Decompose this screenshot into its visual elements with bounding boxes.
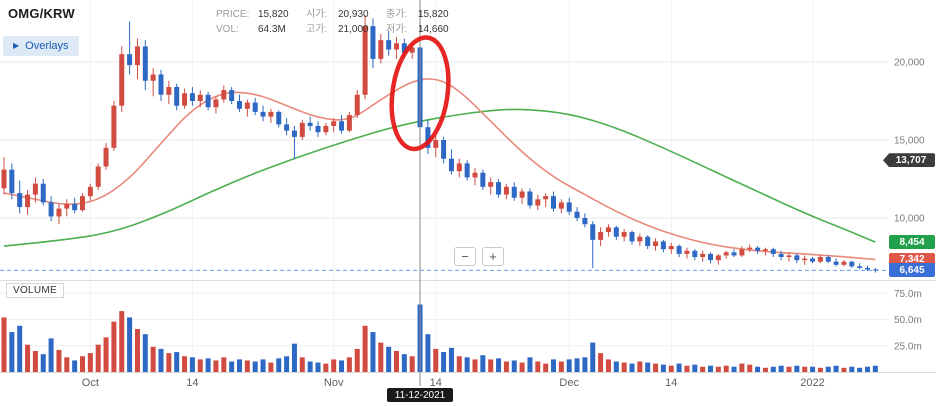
high-label: 고가: (306, 24, 328, 35)
close-label: 종가: (386, 9, 408, 20)
ohlc-readout: PRICE: 15,820 시가: 20,930 종가: 15,820 VOL:… (216, 7, 466, 37)
panel-separators (0, 280, 936, 373)
zoom-controls: − + (454, 247, 504, 266)
ma-line-red (3, 78, 876, 261)
volume-gridlines: 75.0m 50.0m 25.0m (0, 289, 922, 352)
svg-text:75.0m: 75.0m (894, 289, 922, 300)
low-value: 14,660 (418, 24, 449, 35)
last-price-tag: 6,645 (889, 263, 935, 278)
annotation-ellipse (389, 35, 451, 152)
svg-text:10,000: 10,000 (894, 214, 925, 225)
ma-line-green (3, 108, 876, 247)
play-triangle-icon: ▶ (13, 41, 20, 50)
svg-text:Dec: Dec (559, 377, 579, 389)
svg-text:14: 14 (186, 377, 198, 389)
svg-text:25.0m: 25.0m (894, 341, 922, 352)
open-label: 시가: (306, 9, 328, 20)
volume-panel-label: VOLUME (6, 283, 65, 298)
overlays-label: Overlays (25, 40, 69, 52)
low-label: 저가: (386, 24, 408, 35)
readout-row-2: VOL: 64.3M 고가: 21,000 저가: 14,660 (216, 22, 466, 37)
svg-text:20,000: 20,000 (894, 58, 925, 69)
overlays-button[interactable]: ▶ Overlays (3, 36, 79, 56)
open-value: 20,930 (338, 9, 369, 20)
svg-text:Nov: Nov (324, 377, 344, 389)
crosshair-price-tag: 13,707 (883, 153, 935, 168)
high-value: 21,000 (338, 24, 369, 35)
close-value: 15,820 (418, 9, 449, 20)
zoom-in-button[interactable]: + (482, 247, 504, 266)
price-value: 15,820 (258, 9, 289, 20)
price-label: PRICE: (216, 9, 250, 20)
svg-text:50.0m: 50.0m (894, 315, 922, 326)
ma-green-value-tag: 8,454 (889, 235, 935, 250)
candles-layer (1, 15, 878, 273)
svg-text:Oct: Oct (82, 377, 99, 389)
svg-text:14: 14 (430, 377, 442, 389)
x-axis-labels: Oct 14 Nov 14 Dec 14 2022 (82, 377, 825, 389)
svg-text:14: 14 (665, 377, 677, 389)
volume-bars-layer (1, 304, 878, 372)
readout-row-1: PRICE: 15,820 시가: 20,930 종가: 15,820 (216, 7, 466, 22)
zoom-out-button[interactable]: − (454, 247, 476, 266)
ma-red-value-tag: 7,342 (889, 252, 935, 267)
svg-text:15,000: 15,000 (894, 136, 925, 147)
vertical-gridlines (89, 0, 814, 372)
vol-label: VOL: (216, 24, 239, 35)
svg-text:2022: 2022 (800, 377, 824, 389)
vol-value: 64.3M (258, 24, 286, 35)
crosshair-date-badge: 11-12-2021 (387, 388, 453, 402)
symbol-title: OMG/KRW (8, 6, 75, 21)
price-gridlines: 20,000 15,000 10,000 (0, 58, 925, 225)
